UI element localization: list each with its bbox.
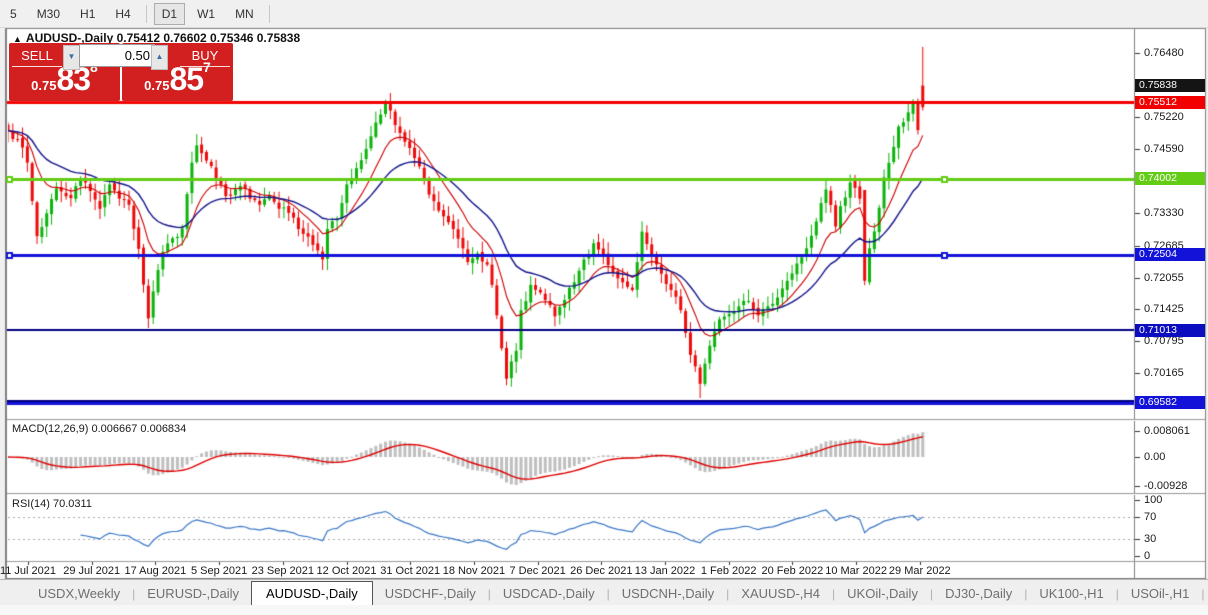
timeframe-button-d1[interactable]: D1: [153, 2, 186, 25]
symbol-title: AUDUSD-,Daily: [25, 31, 114, 45]
tab-separator: |: [1024, 587, 1028, 601]
sell-button[interactable]: SELL: [12, 45, 62, 67]
ohlc-values: 0.75412 0.76602 0.75346 0.75838: [116, 31, 301, 45]
price-axis-tick: 0.71425: [1144, 303, 1184, 316]
price-badge: 0.74002: [1135, 172, 1205, 186]
tab-separator: |: [132, 587, 136, 601]
date-axis-label: 10 Mar 2022: [825, 565, 887, 577]
price-axis-tick: 0.72055: [1144, 271, 1184, 284]
timeframe-button-5[interactable]: 5: [10, 6, 17, 21]
chart-tab-eurusd-daily[interactable]: EURUSD-,Daily: [147, 586, 239, 601]
price-axis-tick: 0.73330: [1144, 206, 1184, 219]
date-axis-label: 18 Nov 2021: [442, 565, 506, 577]
date-axis-label: 29 Mar 2022: [888, 565, 951, 577]
macd-indicator-label: MACD(12,26,9) 0.006667 0.006834: [12, 423, 187, 435]
chart-tab-usdcad-daily[interactable]: USDCAD-,Daily: [502, 586, 595, 601]
date-axis-label: 11 Jul 2021: [0, 565, 57, 577]
price-axis-tick: 0.74590: [1144, 142, 1184, 155]
chart-tab-usdcnh-daily[interactable]: USDCNH-,Daily: [621, 586, 715, 601]
chart-tab-audusd-daily[interactable]: AUDUSD-,Daily: [250, 581, 373, 605]
price-badge: 0.71013: [1135, 323, 1205, 337]
timeframe-button-mn[interactable]: MN: [235, 6, 254, 21]
date-axis-label: 12 Oct 2021: [316, 565, 377, 577]
date-axis-label: 13 Jan 2022: [634, 565, 696, 577]
date-axis-label: 29 Jul 2021: [63, 565, 121, 577]
date-axis-label: 7 Dec 2021: [509, 565, 566, 577]
price-axis-tick: 0.70795: [1144, 335, 1184, 348]
price-badge: 0.72504: [1135, 248, 1205, 262]
price-axis-tick: 0.75220: [1144, 110, 1184, 123]
date-axis-label: 20 Feb 2022: [761, 565, 824, 577]
timeframe-button-h1[interactable]: H1: [80, 6, 96, 21]
chart-tab-usdchf-daily[interactable]: USDCHF-,Daily: [384, 586, 476, 601]
timeframe-button-h4[interactable]: H4: [115, 6, 131, 21]
chart-tab-ukoil-daily[interactable]: UKOil-,Daily: [847, 586, 918, 601]
toolbar-separator: [268, 4, 270, 23]
rsi-axis-tick: 100: [1144, 494, 1163, 506]
macd-axis-tick: 0.008061: [1144, 425, 1190, 437]
buy-price: 0.75857: [144, 59, 211, 97]
price-axis-tick: 0.70165: [1144, 367, 1184, 380]
timeframe-toolbar: 5 M30 H1 H4 D1 W1 MN: [0, 0, 1208, 28]
date-axis-label: 5 Sep 2021: [190, 565, 248, 577]
tab-separator: |: [1115, 587, 1119, 601]
tab-separator: |: [606, 587, 610, 601]
date-axis-label: 17 Aug 2021: [124, 565, 187, 577]
rsi-axis-tick: 30: [1144, 533, 1157, 546]
chart-tab-usdx-weekly[interactable]: USDX,Weekly: [38, 586, 121, 601]
toolbar-separator: [145, 4, 147, 23]
chart-tab-hk50-h1[interactable]: HK50-,H1: [1204, 582, 1208, 605]
macd-axis-tick: 0.00: [1144, 451, 1166, 463]
rsi-indicator-label: RSI(14) 70.0311: [12, 498, 92, 510]
date-axis-label: 26 Dec 2021: [570, 565, 633, 577]
volume-input[interactable]: [79, 44, 155, 67]
macd-axis-tick: -0.00928: [1144, 480, 1188, 492]
volume-decrease-button[interactable]: ▼: [63, 45, 80, 70]
sell-price: 0.75838: [31, 59, 98, 97]
tab-separator: |: [832, 587, 836, 601]
buy-button[interactable]: BUY: [180, 45, 230, 67]
rsi-axis-tick: 0: [1144, 550, 1151, 562]
tab-separator: |: [487, 587, 491, 601]
date-axis-label: 31 Oct 2021: [380, 565, 441, 577]
chart-tab-usoil-h1[interactable]: USOil-,H1: [1130, 586, 1190, 601]
timeframe-button-m30[interactable]: M30: [36, 6, 61, 21]
chart-tab-bar: USDX,Weekly | EURUSD-,Daily AUDUSD-,Daily US…: [0, 579, 1208, 605]
status-strip: [0, 605, 1208, 615]
chart-tab-xauusd-h4[interactable]: XAUUSD-,H4: [741, 586, 821, 601]
price-axis-tick: 0.76480: [1144, 47, 1184, 59]
date-axis-label: 23 Sep 2021: [251, 565, 314, 577]
tab-separator: |: [726, 587, 730, 601]
rsi-axis-tick: 70: [1144, 510, 1157, 523]
price-badge: 0.75512: [1135, 95, 1205, 109]
volume-increase-button[interactable]: ▲: [151, 45, 168, 70]
chart-tab-dj30-daily[interactable]: DJ30-,Daily: [945, 586, 1013, 601]
quote-header: ▲ AUDUSD-,Daily 0.75412 0.76602 0.75346 0…: [13, 31, 300, 45]
price-badge: 0.75838: [1135, 79, 1205, 93]
price-badge: 0.69582: [1135, 396, 1205, 410]
chart-tab-uk100-h1[interactable]: UK100-,H1: [1039, 586, 1104, 601]
tab-separator: |: [929, 587, 934, 601]
timeframe-button-w1[interactable]: W1: [197, 6, 216, 21]
tab-separator: |: [1201, 587, 1205, 601]
date-axis-label: 1 Feb 2022: [700, 565, 757, 577]
symbol-marker-icon: ▲: [13, 34, 22, 44]
